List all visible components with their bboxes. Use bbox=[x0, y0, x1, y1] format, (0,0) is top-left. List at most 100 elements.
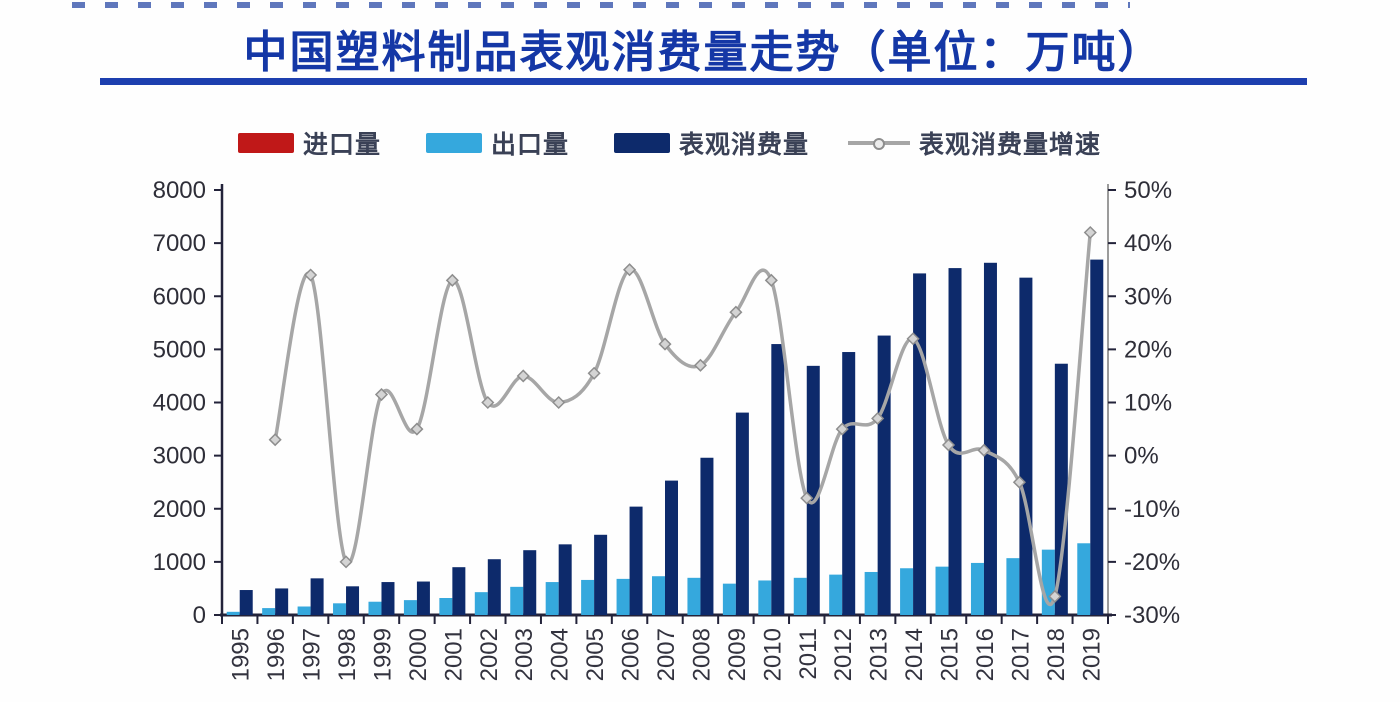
consumption-bar bbox=[842, 352, 856, 615]
legend-label-growth: 表观消费量增速 bbox=[919, 131, 1102, 159]
consumption-bar bbox=[948, 268, 962, 615]
x-tick-label: 2019 bbox=[1078, 628, 1105, 681]
consumption-bar bbox=[239, 590, 253, 615]
legend-item-imports: 进口量 bbox=[238, 122, 381, 164]
export-bar bbox=[1077, 543, 1091, 615]
x-tick-label: 2010 bbox=[759, 628, 786, 681]
export-bar bbox=[1006, 558, 1020, 615]
export-bar bbox=[687, 577, 701, 615]
y-left-tick-label: 6000 bbox=[153, 283, 206, 310]
export-bar bbox=[262, 608, 276, 615]
consumption-bar bbox=[629, 506, 643, 615]
growth-point-marker-icon bbox=[941, 438, 956, 452]
y-left-tick-label: 3000 bbox=[153, 443, 206, 470]
consumption-bar bbox=[913, 273, 927, 615]
growth-point-marker-icon bbox=[339, 555, 353, 569]
y-left-tick-label: 5000 bbox=[153, 336, 206, 363]
export-bar bbox=[333, 603, 347, 615]
export-bar bbox=[545, 582, 559, 615]
consumption-color-swatch-icon bbox=[614, 133, 670, 153]
x-tick-label: 2001 bbox=[440, 628, 467, 681]
growth-point-marker-icon bbox=[445, 273, 459, 287]
x-tick-label: 2015 bbox=[937, 628, 964, 681]
growth-point-marker-icon bbox=[552, 395, 566, 410]
export-bar bbox=[474, 592, 488, 615]
export-bar bbox=[935, 566, 949, 615]
consumption-bar bbox=[275, 588, 289, 615]
legend-label-imports: 进口量 bbox=[303, 131, 382, 159]
y-axis-left: 0 1000 2000 3000 4000 5000 6000 7000 8000 bbox=[153, 177, 224, 629]
growth-point-marker-icon bbox=[1083, 225, 1097, 240]
x-tick-label: 1999 bbox=[369, 628, 396, 681]
growth-point-marker-icon bbox=[871, 411, 885, 425]
bars-consumption bbox=[239, 259, 1104, 615]
x-tick-label: 2006 bbox=[618, 628, 645, 681]
x-tick-label: 2003 bbox=[511, 628, 538, 681]
growth-point-marker-icon bbox=[906, 332, 920, 346]
consumption-bar bbox=[771, 344, 785, 615]
growth-line bbox=[273, 230, 1093, 607]
export-bar bbox=[403, 600, 417, 615]
consumption-bar bbox=[487, 559, 501, 615]
y-left-tick-label: 1000 bbox=[153, 549, 206, 576]
consumption-bar bbox=[700, 457, 714, 615]
export-bar bbox=[652, 576, 665, 615]
export-bar bbox=[793, 577, 807, 615]
x-tick-label: 2011 bbox=[795, 628, 822, 680]
growth-point-marker-icon bbox=[729, 305, 743, 319]
x-tick-label: 2016 bbox=[972, 628, 999, 681]
export-bar bbox=[581, 579, 595, 615]
y-left-tick-label: 8000 bbox=[153, 177, 206, 204]
export-bar bbox=[722, 583, 736, 615]
x-tick-label: 2005 bbox=[582, 628, 609, 681]
x-tick-label: 1998 bbox=[334, 628, 361, 681]
growth-point-marker-icon bbox=[693, 358, 708, 372]
growth-point-marker-icon bbox=[304, 268, 318, 282]
y-right-tick-label: -20% bbox=[1124, 549, 1180, 576]
legend-label-consumption: 表观消费量 bbox=[679, 131, 810, 159]
growth-point-marker-icon bbox=[481, 395, 495, 410]
growth-point-marker-icon bbox=[622, 263, 637, 277]
x-tick-label: 2000 bbox=[405, 628, 432, 681]
growth-point-marker-icon bbox=[977, 443, 991, 457]
consumption-bar bbox=[594, 534, 608, 615]
export-bar bbox=[510, 586, 524, 615]
legend-item-exports: 出口量 bbox=[426, 122, 569, 164]
x-tick-label: 2004 bbox=[547, 628, 574, 681]
growth-point-marker-icon bbox=[658, 337, 672, 351]
y-right-tick-label: 10% bbox=[1124, 390, 1172, 417]
consumption-bar bbox=[346, 586, 360, 615]
consumption-bar bbox=[806, 365, 820, 615]
x-tick-label: 2008 bbox=[688, 628, 715, 681]
consumption-bar bbox=[416, 581, 430, 615]
consumption-bar bbox=[1054, 363, 1068, 615]
consumption-bar bbox=[452, 567, 466, 615]
consumption-bar bbox=[735, 412, 749, 615]
export-bar bbox=[970, 562, 984, 615]
bars-exports bbox=[226, 543, 1091, 615]
consumption-bar bbox=[381, 582, 395, 615]
export-bar bbox=[226, 611, 240, 615]
page-title: 中国塑料制品表观消费量走势（单位：万吨） bbox=[243, 28, 1164, 77]
growth-point-marker-icon bbox=[516, 369, 530, 383]
x-tick-label: 2002 bbox=[476, 628, 503, 681]
y-right-tick-label: 50% bbox=[1124, 177, 1172, 204]
x-axis bbox=[220, 613, 1112, 624]
growth-point-marker-icon bbox=[374, 387, 389, 402]
export-bar bbox=[439, 598, 453, 615]
y-right-tick-label: 40% bbox=[1124, 230, 1172, 257]
y-left-tick-label: 0 bbox=[193, 602, 206, 629]
consumption-bar bbox=[877, 335, 891, 615]
growth-point-marker-icon bbox=[268, 433, 282, 447]
growth-point-marker-icon bbox=[410, 422, 424, 436]
chart-legend: 进口量 出口量 表观消费量 表观消费量增速 bbox=[0, 122, 1400, 164]
consumption-bar bbox=[310, 578, 324, 615]
export-color-swatch-icon bbox=[426, 133, 482, 153]
export-bar bbox=[864, 571, 878, 615]
title-underline bbox=[100, 78, 1307, 85]
y-right-tick-label: 30% bbox=[1124, 283, 1172, 310]
consumption-bar bbox=[1090, 259, 1104, 615]
y-right-tick-label: 20% bbox=[1124, 336, 1172, 363]
